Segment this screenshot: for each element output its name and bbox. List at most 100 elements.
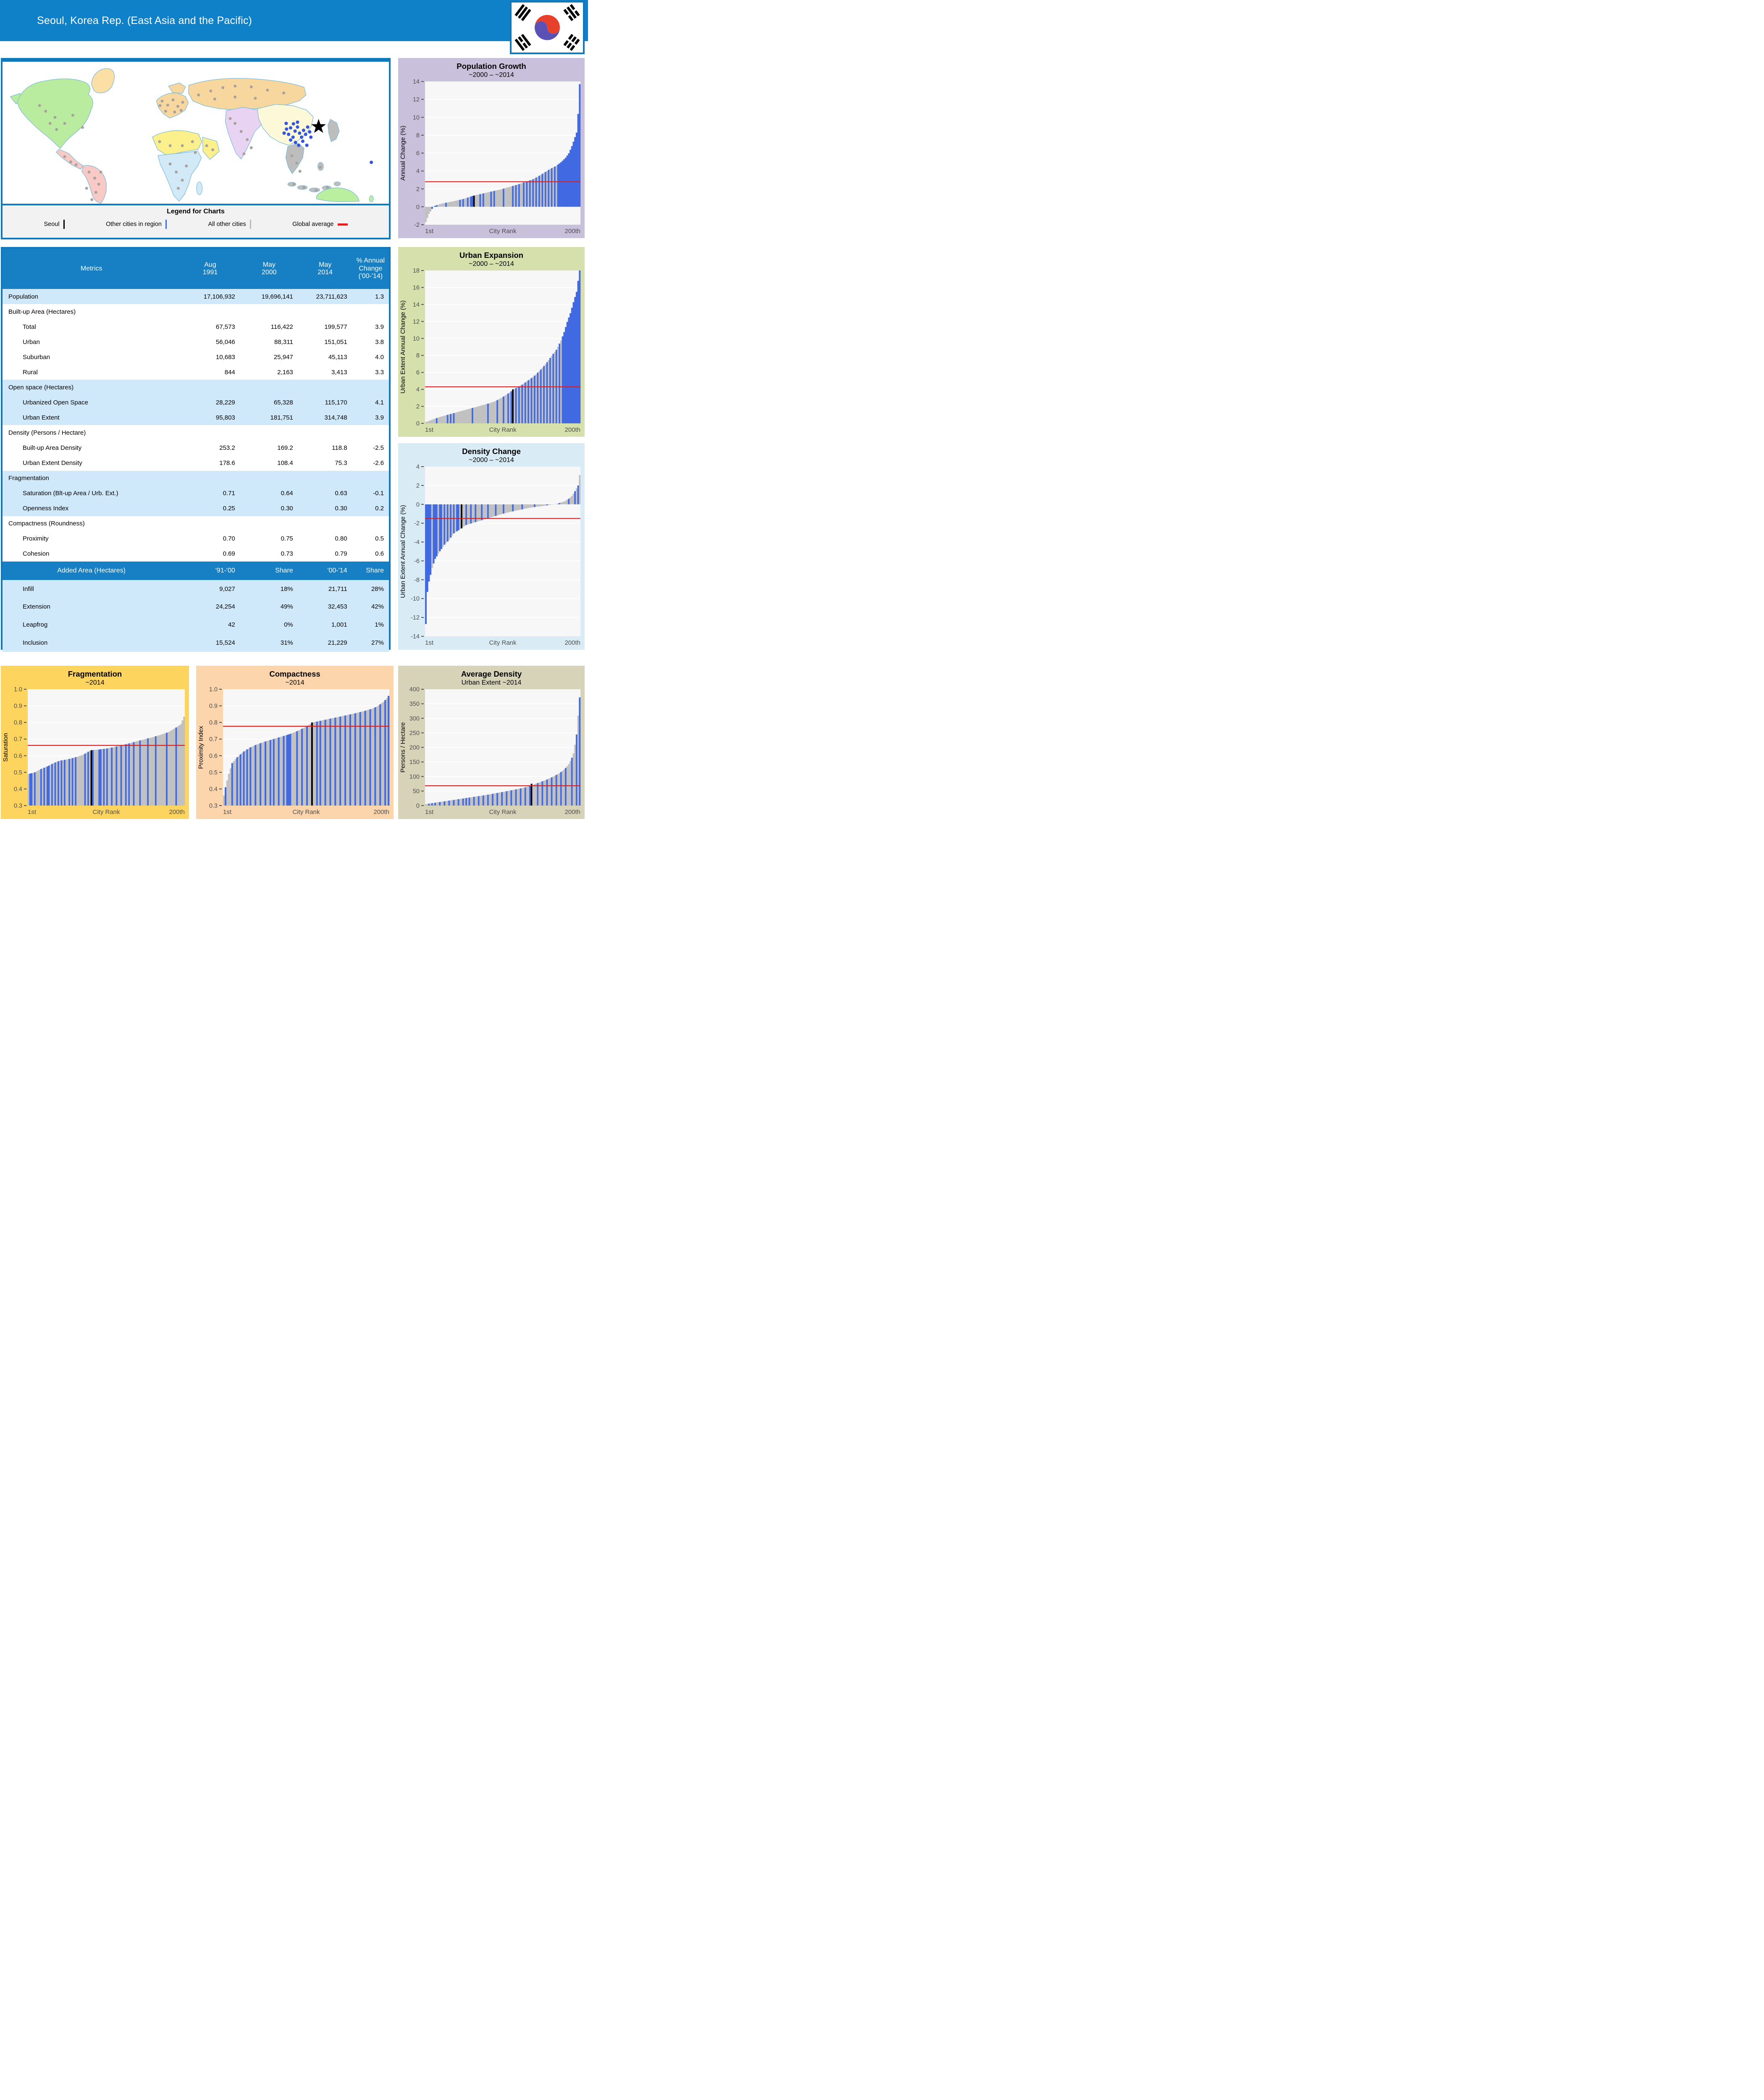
row-value: 19,696,141 [261,293,293,300]
svg-text:-8: -8 [414,577,420,583]
seoul-star-icon [311,119,326,133]
city-dot-other [93,176,96,180]
row-value: 0.75 [281,535,293,543]
row-value: 27% [371,639,384,646]
city-dot-other [205,144,208,147]
added-area-label: Added Area (Hectares) [57,567,126,574]
svg-text:150: 150 [410,759,420,766]
region-central-america [56,149,84,170]
svg-text:200th: 200th [564,808,580,816]
compactness-chart: Compactness ~2014 0.3 0.4 0.5 0.6 0.7 0.8 0.9 1.0… [196,666,394,819]
gray-tick-icon [249,220,251,229]
legend-item-label: Other cities in region [106,221,162,228]
row-value: 2,163 [277,368,293,376]
added-col-header: Share [275,567,293,574]
city-dot-other [44,110,47,113]
row-value: 253.2 [219,444,235,452]
row-value: 31% [280,639,293,646]
city-dot-other [295,161,298,165]
svg-text:16: 16 [413,284,420,291]
table-row: Openness Index 0.25 0.30 0.30 0.2 [3,501,389,516]
chart-plot: 0.3 0.4 0.5 0.6 0.7 0.8 0.9 1.0 1st City Rank 200t… [1,686,189,819]
chart-title: Population Growth [457,62,526,71]
svg-text:City Rank: City Rank [92,808,120,816]
city-dot-region [294,141,297,144]
chart-plot: 0.3 0.4 0.5 0.6 0.7 0.8 0.9 1.0 1st City Rank 200t… [196,686,394,819]
world-map [3,62,389,204]
city-dot-region [299,135,304,139]
row-value: 88,311 [274,338,293,346]
city-dot-other [168,144,172,147]
row-value: 95,803 [215,414,235,421]
svg-text:2: 2 [416,404,420,410]
row-label: Urban Extent [23,414,60,421]
svg-text:200th: 200th [373,808,389,816]
svg-text:-12: -12 [411,614,420,621]
added-area-header-row: Added Area (Hectares) '91-'00 Share '00-'1… [3,561,389,580]
table-row: Infill 9,027 18% 21,711 28% [3,580,389,598]
svg-text:-2: -2 [414,222,420,228]
legend-item-label: Seoul [44,221,60,228]
row-value: 67,573 [215,323,235,331]
city-dot-other [168,162,172,165]
svg-text:-4: -4 [414,539,420,546]
city-dot-region [282,131,286,135]
svg-text:200: 200 [410,745,420,751]
row-value: 56,046 [215,338,235,346]
legend-item-label: All other cities [208,221,246,228]
svg-text:Persons / Hectare: Persons / Hectare [399,722,407,772]
city-dot-other [213,97,216,101]
city-dot-other [194,151,197,154]
city-dot-other [176,105,179,108]
svg-text:City Rank: City Rank [489,808,517,816]
region-north-america [17,79,93,149]
row-value: 65,328 [273,399,293,406]
rank-bars [425,697,581,806]
city-dot-region [284,121,288,125]
row-label: Infill [23,585,34,593]
col-header-metrics: Metrics [80,265,102,272]
city-dot-other [63,155,66,158]
row-label: Built-up Area Density [23,444,82,452]
svg-text:200th: 200th [564,426,580,433]
svg-text:1.0: 1.0 [209,687,218,693]
seoul-bar [461,504,463,529]
table-section-row: Fragmentation [3,470,389,486]
row-value: 4.0 [375,353,384,361]
page-header-bar: Seoul, Korea Rep. (East Asia and the Pac… [0,0,588,41]
city-dot-region [296,125,299,129]
city-dot-other [315,189,318,192]
city-dot-other [221,86,225,89]
seoul-bar [90,750,92,806]
city-dot-other [158,104,162,107]
row-value: 25,947 [273,353,293,361]
row-value: 15,524 [215,639,235,646]
rank-bars [425,84,581,222]
row-label: Compactness (Roundness) [8,520,85,528]
city-dot-region [293,129,297,133]
row-label: Urban [23,338,40,346]
svg-text:14: 14 [413,302,420,308]
region-south-america [81,165,107,204]
city-dot-other [234,95,237,99]
chart-subtitle: ~2014 [285,679,304,686]
row-value: 3.8 [375,338,384,346]
svg-text:1st: 1st [425,228,434,235]
rank-bars [425,270,581,423]
region-south-asia [225,107,264,160]
row-label: Extension [23,603,50,611]
row-value: 42% [371,603,384,611]
svg-text:0: 0 [416,420,420,427]
svg-text:-10: -10 [411,596,420,602]
svg-text:18: 18 [413,268,420,274]
city-dot-other [179,109,183,112]
city-dot-region [291,122,295,126]
svg-text:1st: 1st [223,808,232,816]
svg-text:Urban Extent Annual Change (%): Urban Extent Annual Change (%) [399,505,407,598]
svg-text:6: 6 [416,370,420,376]
city-dot-region [291,135,295,139]
svg-text:10: 10 [413,114,420,121]
added-col-header: '00-'14 [327,567,347,574]
svg-text:400: 400 [410,687,420,693]
city-dot-other [239,130,243,133]
